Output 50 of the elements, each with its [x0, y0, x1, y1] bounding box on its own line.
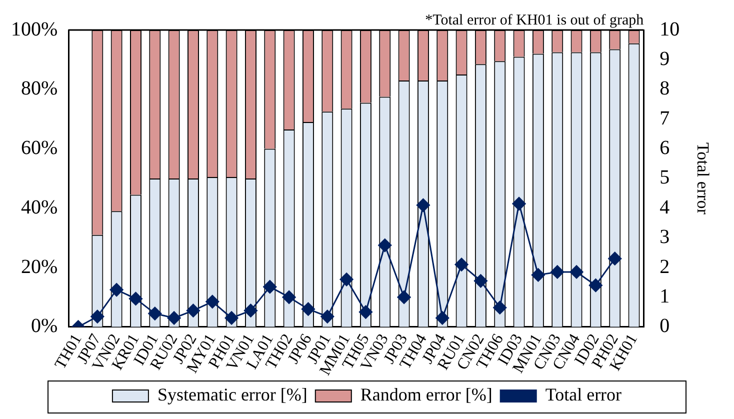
- point: [608, 252, 622, 266]
- point: [570, 265, 584, 279]
- point: [531, 268, 545, 282]
- point: [128, 292, 142, 306]
- y2-tick-label: 6: [660, 137, 670, 160]
- y2-tick-label: 1: [660, 285, 670, 308]
- point: [378, 238, 392, 252]
- y2-tick-label: 10: [660, 18, 680, 40]
- y-tick-label: 80%: [20, 78, 58, 100]
- point: [90, 310, 104, 324]
- y-tick-label: 100%: [10, 18, 58, 40]
- y-tick-label: 60%: [20, 137, 58, 160]
- point: [186, 304, 200, 318]
- point: [340, 272, 354, 286]
- point: [588, 278, 602, 292]
- legend-label: Systematic error [%]: [157, 384, 308, 405]
- point: [320, 310, 334, 324]
- point: [301, 302, 315, 316]
- point: [550, 265, 564, 279]
- y2-tick-label: 4: [660, 196, 670, 218]
- text: *Total error of KH01 is out of graph: [425, 12, 644, 28]
- point: [416, 198, 430, 212]
- point: [110, 283, 124, 297]
- legend-label: Random error [%]: [360, 384, 492, 405]
- y-tick-label: 20%: [20, 256, 58, 278]
- y2-tick-label: 5: [660, 166, 670, 189]
- point: [493, 300, 507, 314]
- y2-tick-label: 3: [660, 226, 670, 248]
- y2-tick-label: 2: [660, 256, 670, 278]
- point: [206, 294, 220, 308]
- y-tick-label: 0%: [30, 315, 58, 338]
- point: [512, 196, 526, 210]
- point: [282, 290, 296, 304]
- point: [358, 305, 372, 319]
- point: [397, 290, 411, 304]
- y-tick-label: 40%: [20, 196, 58, 218]
- point: [454, 258, 468, 272]
- point: [224, 311, 238, 325]
- y2-tick-label: 8: [660, 78, 670, 100]
- point: [263, 280, 277, 294]
- point: [436, 311, 450, 325]
- y2-tick-label: 9: [660, 48, 670, 70]
- y2-tick-label: 0: [660, 315, 670, 338]
- point: [167, 311, 181, 325]
- point: [474, 274, 488, 288]
- point: [148, 306, 162, 320]
- y2-tick-label: 7: [660, 107, 670, 130]
- point: [244, 304, 258, 318]
- legend-label: Total error: [545, 384, 622, 405]
- y2-axis-title: Total error: [693, 142, 712, 215]
